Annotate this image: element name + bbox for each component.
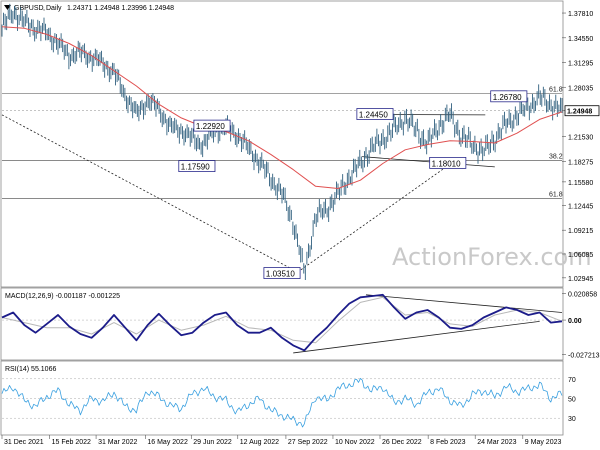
rsi-title: RSI(14) 55.1066 bbox=[5, 366, 56, 373]
rsi-y-tick-label: 30 bbox=[568, 416, 576, 423]
price-trendline bbox=[362, 156, 495, 168]
price-annotation: 1.24450 bbox=[356, 108, 394, 120]
macd-trendline bbox=[293, 320, 540, 354]
ema-line bbox=[1, 26, 563, 189]
x-axis: 31 Dec 2021 15 Feb 2022 31 Mar 2022 16 May … bbox=[1, 435, 562, 446]
x-tick-label: 24 Mar 2023 bbox=[477, 439, 516, 446]
macd-title: MACD(12,26,9) -0.001187 -0.001225 bbox=[5, 293, 120, 300]
rsi-series-layer bbox=[1, 377, 563, 428]
rsi-panel-frame bbox=[0, 360, 564, 436]
x-tick-label: 31 Dec 2021 bbox=[4, 439, 44, 446]
rsi-line bbox=[1, 377, 563, 428]
rsi-y-tick-label: 50 bbox=[568, 397, 576, 404]
price-annotation-label: 1.22920 bbox=[196, 122, 225, 131]
separator-label: , bbox=[43, 5, 45, 12]
macd-panel-frame bbox=[0, 287, 564, 361]
fib-level-label: 61.8 bbox=[549, 191, 563, 198]
price-annotation-box bbox=[178, 160, 216, 173]
x-tick-label: 31 Mar 2022 bbox=[98, 439, 137, 446]
macd-y-tick-label: 0.020858 bbox=[568, 292, 597, 299]
rsi-y-tick-label: 70 bbox=[568, 377, 576, 384]
collapse-triangle-icon[interactable] bbox=[4, 5, 11, 10]
ohlc-label: 1.24371 1.24948 1.23996 1.24948 bbox=[67, 5, 174, 12]
price-y-tick-label: 1.12445 bbox=[568, 204, 593, 211]
chart-header: GBPUSD , Daily 1.24371 1.24948 1.23996 1… bbox=[4, 5, 174, 12]
price-y-tick-label: 1.28035 bbox=[568, 85, 593, 92]
macd-series-layer bbox=[1, 293, 563, 352]
x-tick-label: 26 Dec 2022 bbox=[382, 439, 422, 446]
x-tick-label: 12 Aug 2022 bbox=[240, 439, 279, 446]
price-annotation-box bbox=[193, 119, 231, 132]
fib-level-label: 38.2 bbox=[549, 153, 563, 160]
x-tick-label: 10 Nov 2022 bbox=[335, 439, 375, 446]
current-price-box bbox=[564, 105, 600, 117]
macd-y-axis: 0.020858 0.00 -0.027213 bbox=[562, 292, 600, 359]
price-annotation: 1.22920 bbox=[193, 119, 231, 132]
price-annotation-label: 1.18010 bbox=[432, 159, 461, 168]
price-annotation-box bbox=[263, 267, 301, 279]
price-y-tick-label: 1.02945 bbox=[568, 276, 593, 283]
price-panel-frame bbox=[0, 0, 564, 288]
price-annotation: 1.03510 bbox=[263, 267, 301, 279]
price-y-tick-label: 1.34550 bbox=[568, 36, 593, 43]
watermark: ActionForex.com bbox=[392, 243, 592, 271]
price-y-axis: 1.37810 1.34550 1.31295 1.28035 1.24948 1.215… bbox=[562, 11, 600, 283]
price-y-tick-label: 1.18275 bbox=[568, 159, 593, 166]
macd-line bbox=[1, 293, 563, 352]
macd-trendlines-layer bbox=[293, 294, 563, 354]
price-series-layer bbox=[1, 3, 563, 281]
current-price-label: 1.24948 bbox=[567, 109, 592, 116]
price-annotation-label: 1.26780 bbox=[493, 93, 522, 102]
macd-trendline bbox=[365, 294, 563, 313]
x-tick-label: 29 Jun 2022 bbox=[193, 439, 232, 446]
symbol-label: GBPUSD bbox=[14, 5, 44, 12]
x-tick-label: 9 May 2023 bbox=[525, 439, 562, 446]
price-y-tick-label: 1.09215 bbox=[568, 228, 593, 235]
x-tick-label: 8 Feb 2023 bbox=[430, 439, 466, 446]
price-y-tick-label: 1.21530 bbox=[568, 135, 593, 142]
price-annotation-label: 1.24450 bbox=[359, 111, 388, 120]
price-annotations-layer: 1.26780 1.24450 1.22920 1.17590 1.18010 1.035… bbox=[178, 90, 528, 279]
price-annotation: 1.17590 bbox=[178, 160, 216, 173]
price-annotation-box bbox=[429, 157, 467, 169]
x-tick-label: 16 May 2022 bbox=[147, 439, 188, 446]
price-y-tick-label: 1.06085 bbox=[568, 252, 593, 259]
price-y-tick-label: 1.37810 bbox=[568, 11, 593, 18]
price-annotation-box bbox=[490, 90, 528, 103]
x-tick-label: 15 Feb 2022 bbox=[52, 439, 91, 446]
macd-y-tick-label: 0.00 bbox=[568, 318, 582, 325]
price-annotation: 1.26780 bbox=[490, 90, 528, 103]
price-annotation: 1.18010 bbox=[429, 157, 467, 169]
price-trendline bbox=[297, 165, 448, 273]
price-annotation-box bbox=[356, 108, 394, 120]
x-tick-label: 27 Sep 2022 bbox=[288, 439, 328, 446]
price-y-tick-label: 1.15580 bbox=[568, 180, 593, 187]
timeframe-label: Daily bbox=[46, 5, 62, 12]
price-annotation-label: 1.03510 bbox=[266, 270, 295, 279]
macd-y-tick-label: -0.027213 bbox=[568, 352, 600, 359]
rsi-y-axis: 70 50 30 bbox=[568, 377, 576, 423]
fib-level-label: 61.8 bbox=[549, 87, 563, 94]
price-y-tick-label: 1.31295 bbox=[568, 61, 593, 68]
price-annotation-label: 1.17590 bbox=[181, 163, 210, 172]
